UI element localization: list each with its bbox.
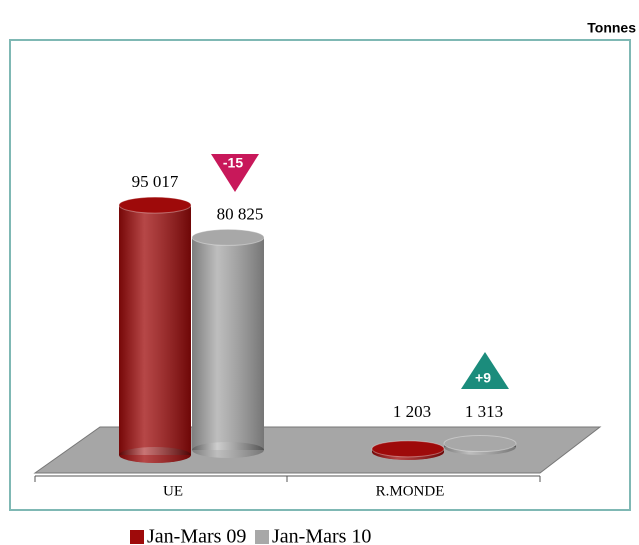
change-label: -15 — [223, 155, 243, 171]
value-label: 80 825 — [217, 204, 264, 223]
value-label: 1 313 — [465, 402, 503, 421]
cylinder-top — [443, 435, 517, 453]
cylinder — [371, 440, 445, 460]
cylinder — [118, 196, 192, 463]
change-marker — [461, 352, 509, 389]
cylinder-top — [118, 196, 192, 214]
cylinder-bottom-shade — [192, 442, 264, 458]
cylinder-shade — [119, 205, 191, 455]
change-label: +9 — [475, 370, 491, 386]
cylinder — [443, 435, 517, 455]
cylinder — [191, 228, 265, 458]
value-label: 1 203 — [393, 402, 431, 421]
legend-swatch — [255, 530, 269, 544]
x-tick-label: UE — [163, 483, 183, 499]
legend-label: Jan-Mars 10 — [272, 526, 371, 545]
cylinder-shade — [192, 237, 264, 450]
change-marker — [211, 154, 259, 192]
unit-label: Tonnes — [587, 20, 636, 36]
cylinder-bottom-shade — [119, 447, 191, 463]
cylinder-top — [371, 440, 445, 458]
x-tick-label: R.MONDE — [376, 483, 445, 499]
value-label: 95 017 — [132, 172, 179, 191]
legend-label: Jan-Mars 09 — [147, 526, 246, 545]
legend-swatch — [130, 530, 144, 544]
cylinder-top — [191, 228, 265, 246]
